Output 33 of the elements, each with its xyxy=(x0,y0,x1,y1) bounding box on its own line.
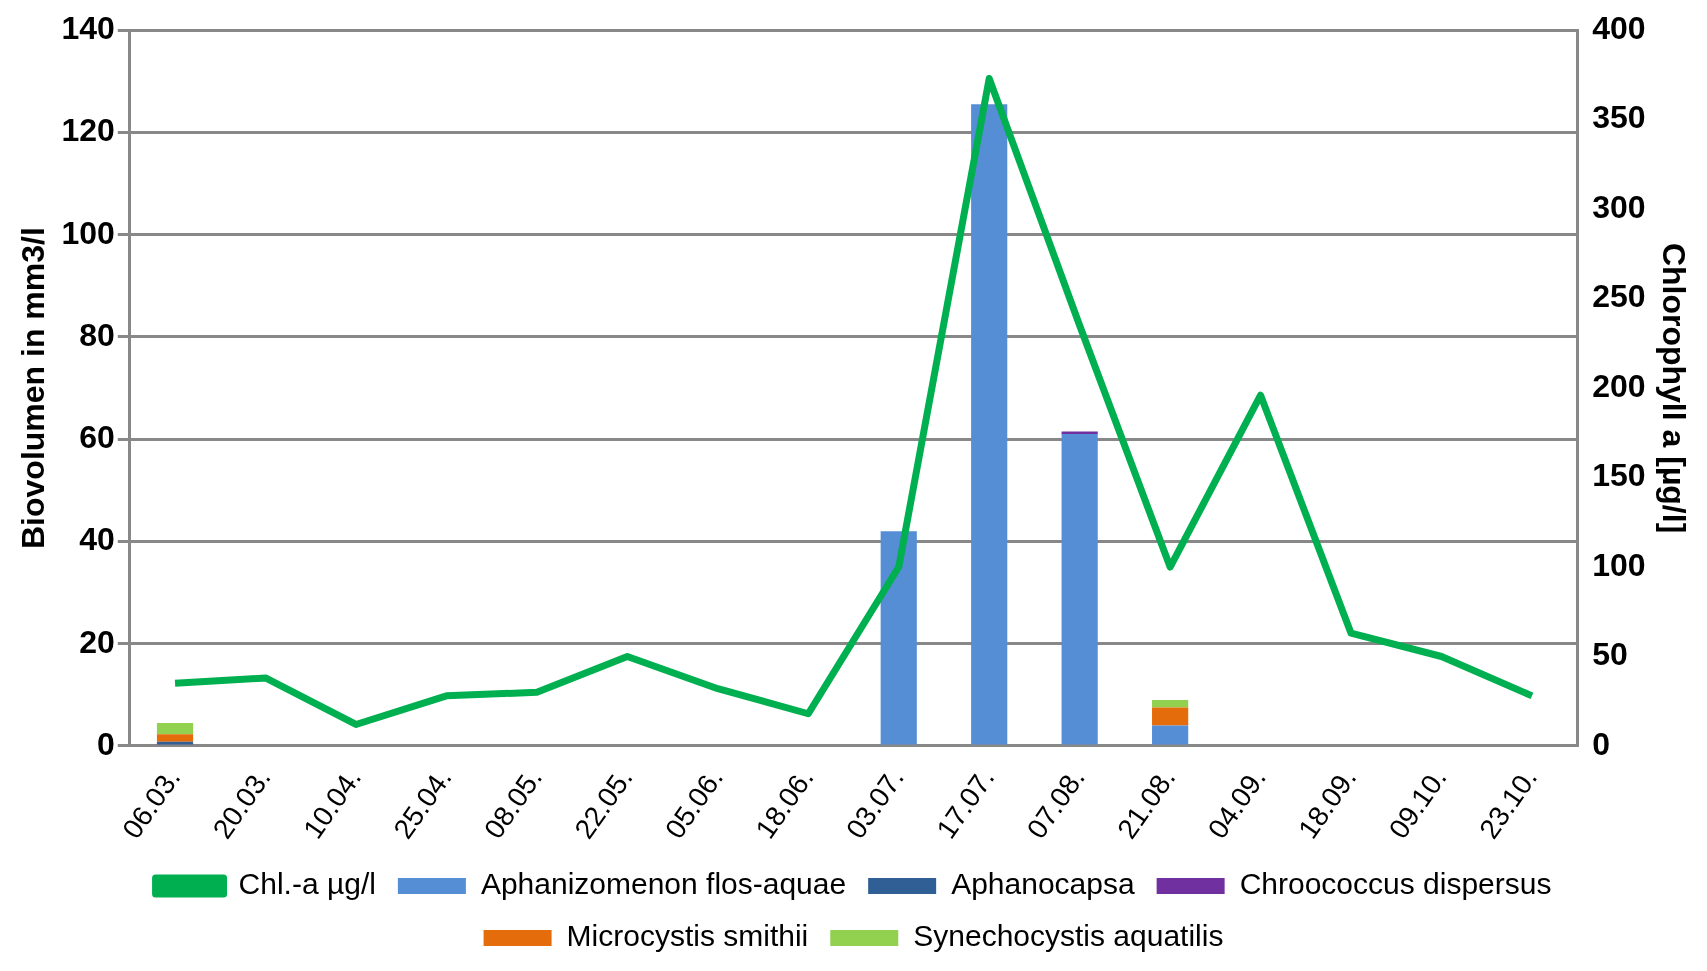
y2-tick-label: 400 xyxy=(1592,10,1646,47)
bar xyxy=(1152,725,1189,745)
legend-label: Aphanizomenon flos-aquae xyxy=(480,867,847,901)
y-tick-label: 40 xyxy=(79,521,115,558)
bar xyxy=(1152,699,1189,708)
bar xyxy=(880,531,917,745)
y-tick-label: 60 xyxy=(79,419,115,456)
y2-tick-label: 150 xyxy=(1592,457,1646,494)
y2-tick-label: 100 xyxy=(1592,546,1646,583)
y2-tick-label: 300 xyxy=(1592,188,1646,225)
y-tick-label: 100 xyxy=(61,214,115,251)
y2-tick-label: 50 xyxy=(1592,636,1628,673)
bar xyxy=(1152,707,1189,726)
legend-label: Aphanocapsa xyxy=(951,867,1135,901)
y-tick-label: 0 xyxy=(96,725,115,762)
y-axis-title: Biovolumen in mm3/l xyxy=(15,227,52,549)
y2-axis-title: Chlorophyll a [µg/l] xyxy=(1655,242,1692,534)
y2-tick-label: 200 xyxy=(1592,367,1646,404)
y-tick-label: 140 xyxy=(61,10,115,47)
y2-tick-label: 350 xyxy=(1592,99,1646,136)
y-tick-label: 80 xyxy=(79,316,115,353)
y2-tick-label: 250 xyxy=(1592,278,1646,315)
y-tick-label: 20 xyxy=(79,623,115,660)
legend-label: Chroococcus dispersus xyxy=(1239,867,1552,901)
legend-label: Microcystis smithii xyxy=(566,919,809,953)
bar xyxy=(971,104,1008,745)
bar xyxy=(1061,434,1098,745)
bar xyxy=(156,722,194,735)
legend-label: Synechocystis aquatilis xyxy=(913,919,1224,953)
y2-tick-label: 0 xyxy=(1592,725,1611,762)
y-tick-label: 120 xyxy=(61,112,115,149)
bar xyxy=(156,734,194,742)
legend-label: Chl.-a µg/l xyxy=(238,867,376,901)
